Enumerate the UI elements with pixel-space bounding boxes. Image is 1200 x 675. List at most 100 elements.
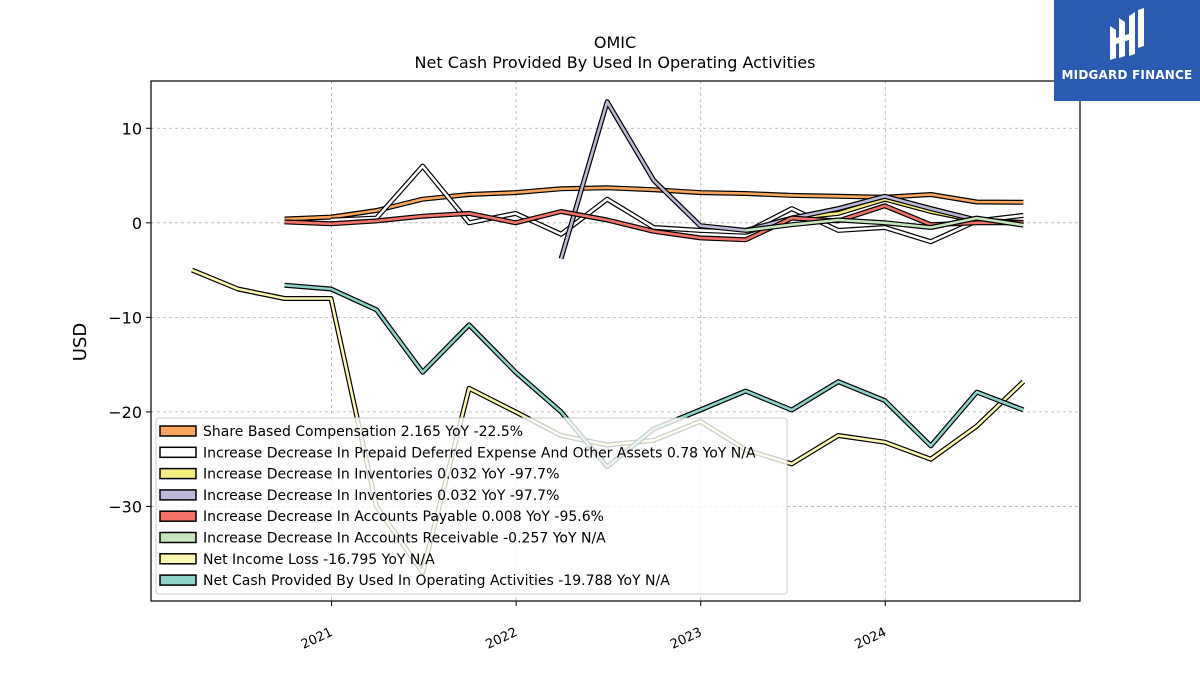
data-point [237,288,239,290]
data-point [468,387,470,389]
series-line [330,164,1024,243]
data-point [421,371,423,373]
data-point [514,222,516,224]
legend[interactable]: Share Based Compensation 2.165 YoY -22.5… [155,417,788,595]
data-point [699,225,701,227]
legend-label: Increase Decrease In Inventories 0.032 Y… [203,467,559,483]
x-tick-label: 2024 [853,625,889,653]
data-point [837,434,839,436]
data-point [330,297,332,299]
x-tick-label: 2021 [299,625,335,653]
data-point [884,226,886,228]
data-point [468,222,470,224]
data-point [514,191,516,193]
series-line [284,204,1024,242]
plot-frame [150,80,1081,602]
data-point [468,193,470,195]
series-line [559,100,1024,260]
data-point [976,222,978,224]
data-point [745,239,747,241]
data-point [837,381,839,383]
y-tick-label: −20 [108,403,142,422]
data-point [283,284,285,286]
data-point [837,212,839,214]
midgard-logo-icon [1110,8,1144,60]
series-line [284,186,1024,221]
legend-item[interactable]: Increase Decrease In Prepaid Deferred Ex… [159,445,756,461]
data-point [375,220,377,222]
legend-item[interactable]: Increase Decrease In Inventories 0.032 Y… [159,467,559,483]
y-tick-label: −30 [108,497,142,516]
data-point [606,198,608,200]
data-point [468,324,470,326]
legend-label: Increase Decrease In Accounts Receivable… [203,531,606,547]
data-point [699,409,701,411]
legend-item[interactable]: Increase Decrease In Inventories 0.032 Y… [159,488,559,504]
legend-swatch [159,553,197,565]
data-point [884,441,886,443]
legend-item[interactable]: Increase Decrease In Accounts Receivable… [159,531,606,547]
data-point [560,210,562,212]
legend-swatch [159,467,197,480]
x-axis: 2021 2022 2023 2024 [299,601,889,653]
data-point [653,226,655,228]
legend-label: Increase Decrease In Inventories 0.032 Y… [203,488,559,504]
series-1 [330,163,1024,245]
data-point [791,207,793,209]
data-point [837,195,839,197]
legend-box [155,417,788,595]
data-point [560,258,562,260]
data-point [514,212,516,214]
y-tick-label: 0 [132,214,142,233]
data-point [606,219,608,221]
x-tick-label: 2022 [483,625,519,653]
data-point [1022,224,1024,226]
brand-name: MIDGARD FINANCE [1061,68,1193,82]
data-point [976,201,978,203]
x-tick-label: 2023 [668,625,704,653]
brand-logo: MIDGARD FINANCE [1054,0,1200,101]
data-point [514,371,516,373]
data-point [837,219,839,221]
legend-item[interactable]: Share Based Compensation 2.165 YoY -22.5… [159,424,523,440]
legend-label: Increase Decrease In Accounts Payable 0.… [203,509,604,525]
y-axis-label: USD [70,323,91,361]
data-point [606,101,608,103]
chart-title: OMIC [594,33,636,52]
y-tick-label: −10 [108,308,142,327]
data-point [930,241,932,243]
data-point [560,233,562,235]
data-point [930,226,932,228]
series-0 [284,185,1024,222]
data-point [699,191,701,193]
data-point [884,195,886,197]
data-point [421,165,423,167]
data-point [745,229,747,231]
series-3 [558,99,1024,260]
data-point [191,269,193,271]
data-point [930,207,932,209]
chart-subtitle: Net Cash Provided By Used In Operating A… [415,53,816,72]
data-point [330,219,332,221]
data-point [837,229,839,231]
data-point [837,207,839,209]
series-line [745,216,1024,232]
data-point [791,409,793,411]
data-point [791,463,793,465]
data-point [1022,201,1024,203]
legend-label: Increase Decrease In Prepaid Deferred Ex… [203,445,756,461]
data-point [791,217,793,219]
data-point [884,205,886,207]
data-point [699,229,701,231]
legend-swatch [159,446,197,459]
y-tick-label: 10 [122,119,142,138]
data-point [1022,380,1024,382]
series-line-outline [558,99,1024,260]
legend-item[interactable]: Net Income Loss -16.795 YoY N/A [159,552,435,568]
data-point [653,230,655,232]
data-point [560,188,562,190]
data-point [468,212,470,214]
legend-item[interactable]: Increase Decrease In Accounts Payable 0.… [159,509,604,525]
legend-item[interactable]: Net Cash Provided By Used In Operating A… [159,573,670,589]
